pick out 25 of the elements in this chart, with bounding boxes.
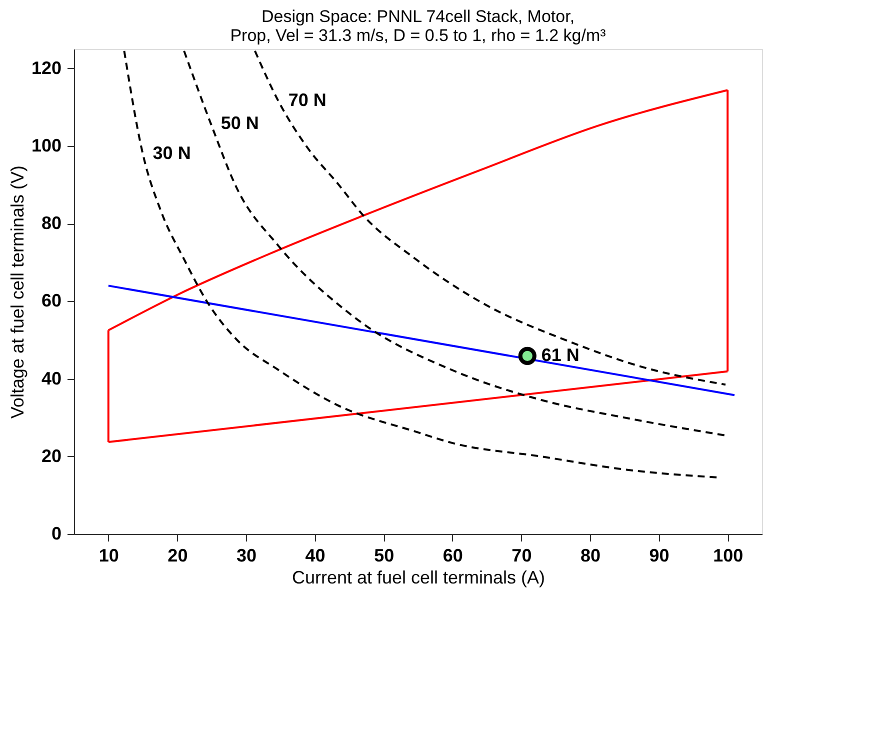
y-tick-label: 80 <box>41 213 62 234</box>
y-tick-label: 20 <box>41 446 62 466</box>
y-tick-label: 0 <box>51 524 62 544</box>
x-tick-label: 30 <box>236 546 257 566</box>
y-axis-title: Voltage at fuel cell terminals (V) <box>7 165 28 419</box>
series-label: 61 N <box>541 344 580 365</box>
x-tick-label: 20 <box>168 546 188 566</box>
x-tick-label: 90 <box>649 546 670 566</box>
text: Design Space: PNNL 74cell Stack, Motor, <box>261 7 575 26</box>
series-label: 50 N <box>220 112 259 133</box>
x-tick-label: 10 <box>98 546 119 566</box>
x-tick-label: 60 <box>442 546 463 566</box>
x-tick-label: 50 <box>374 546 394 566</box>
y-tick-label: 100 <box>31 136 62 156</box>
x-tick-label: 40 <box>305 546 326 566</box>
x-tick-label: 100 <box>713 546 744 566</box>
y-tick-label: 60 <box>41 290 62 311</box>
series-label: 70 N <box>288 90 326 110</box>
x-axis-title: Current at fuel cell terminals (A) <box>292 568 546 588</box>
x-tick-label: 80 <box>580 546 601 566</box>
y-tick-label: 120 <box>31 58 62 78</box>
y-tick-label: 40 <box>41 368 62 388</box>
x-tick-label: 70 <box>512 546 532 566</box>
series-label: 30 N <box>152 142 191 163</box>
text: Prop, Vel = 31.3 m/s, D = 0.5 to 1, rho = 1.2 kg/m³ <box>230 26 606 45</box>
